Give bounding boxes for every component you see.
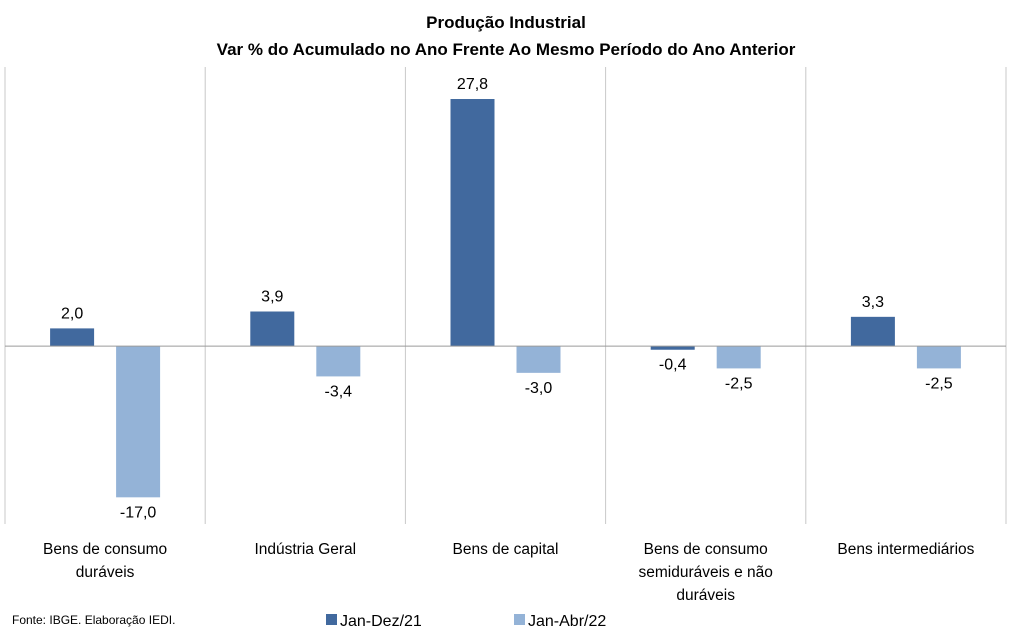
category-label: Bens intermediários xyxy=(837,541,974,558)
category-label: Bens de consumo xyxy=(43,541,167,558)
source-note: Fonte: IBGE. Elaboração IEDI. xyxy=(12,613,175,627)
bar xyxy=(516,346,561,373)
category-label: duráveis xyxy=(676,587,735,604)
category-label: Indústria Geral xyxy=(254,541,356,558)
bar xyxy=(716,346,761,369)
data-label: 2,0 xyxy=(61,305,83,322)
chart-title: Produção Industrial xyxy=(426,13,586,32)
data-labels: 2,0 3,9 27,8 -0,4 3,3 -17,0 -3,4 -3,0 -2,5 -2,5 xyxy=(61,76,953,521)
legend-label: Jan-Abr/22 xyxy=(528,613,606,630)
data-label: -2,5 xyxy=(925,375,953,392)
bar xyxy=(116,346,161,498)
category-label: Bens de capital xyxy=(453,541,559,558)
bar xyxy=(850,316,895,347)
bar xyxy=(650,346,695,350)
data-label: -3,0 xyxy=(525,380,553,397)
data-label: 27,8 xyxy=(457,76,488,93)
data-label: -0,4 xyxy=(659,357,687,374)
legend-swatch xyxy=(326,614,337,625)
data-label: 3,3 xyxy=(862,294,884,311)
legend: Jan-Dez/21 Jan-Abr/22 xyxy=(326,613,606,630)
bar xyxy=(916,346,961,369)
chart-subtitle: Var % do Acumulado no Ano Frente Ao Mesm… xyxy=(217,40,796,59)
bar xyxy=(316,346,361,377)
category-label: Bens de consumo xyxy=(644,541,768,558)
category-labels: Bens de consumo duráveis Indústria Geral Be… xyxy=(43,541,975,604)
data-label: 3,9 xyxy=(261,289,283,306)
legend-label: Jan-Dez/21 xyxy=(340,613,422,630)
bars xyxy=(50,99,961,498)
data-label: -3,4 xyxy=(325,383,353,400)
category-separators xyxy=(4,67,1007,524)
bar xyxy=(250,311,295,347)
category-label: semiduráveis e não xyxy=(638,564,772,581)
bar xyxy=(50,328,95,347)
bar xyxy=(450,99,495,347)
data-label: -17,0 xyxy=(120,504,157,521)
data-label: -2,5 xyxy=(725,375,753,392)
legend-swatch xyxy=(514,614,525,625)
category-label: duráveis xyxy=(76,564,135,581)
